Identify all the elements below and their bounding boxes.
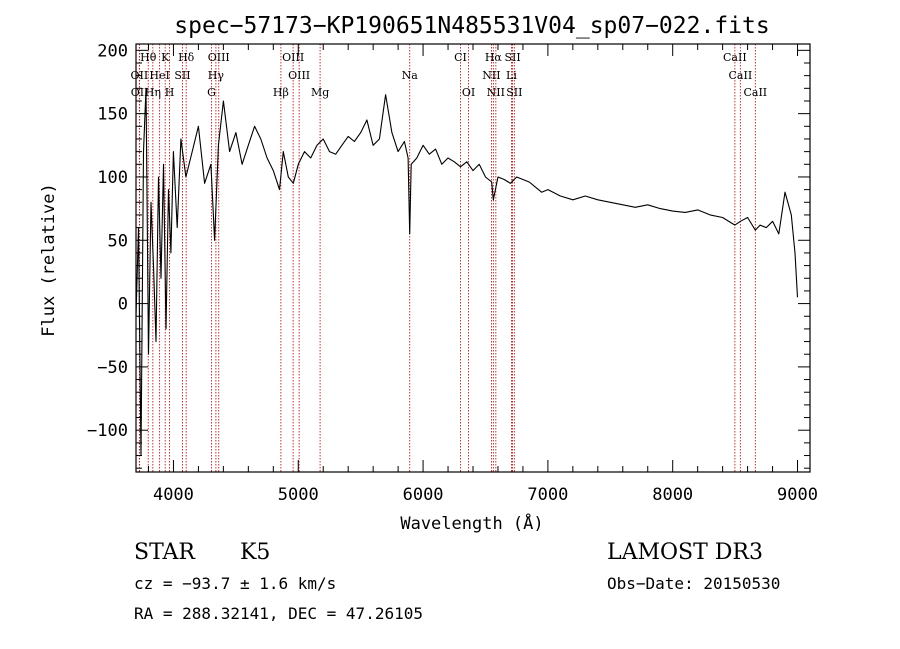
line-label: H	[165, 86, 175, 99]
chart-title: spec−57173−KP190651N485531V04_sp07−022.f…	[174, 13, 769, 39]
survey-name: LAMOST DR3	[607, 540, 763, 565]
x-tick-label: 5000	[278, 485, 319, 505]
line-label: OII	[131, 86, 149, 99]
line-label: K	[161, 51, 170, 64]
line-label: Li	[506, 69, 517, 82]
line-label: SII	[506, 86, 522, 99]
line-label: OI	[462, 86, 475, 99]
line-label: CaII	[743, 86, 767, 99]
spectrum-line	[135, 87, 799, 457]
line-label: Hδ	[178, 51, 195, 64]
x-tick-label: 6000	[403, 485, 444, 505]
coordinates: RA = 288.32141, DEC = 47.26105	[134, 604, 423, 623]
line-label: Hγ	[208, 69, 225, 82]
line-label: CaII	[729, 69, 753, 82]
x-axis-label: Wavelength (Å)	[400, 512, 543, 534]
line-label: SII	[504, 51, 520, 64]
line-label: NII	[487, 86, 505, 99]
y-tick-label: 0	[118, 295, 128, 315]
line-label: Na	[402, 69, 419, 82]
plot-frame	[135, 43, 811, 473]
y-axis-label: Flux (relative)	[39, 183, 59, 337]
line-label: Hα	[485, 51, 503, 64]
line-label: OIII	[208, 51, 230, 64]
y-tick-label: 200	[97, 41, 128, 61]
x-tick-label: 9000	[777, 485, 818, 505]
line-label: CI	[454, 51, 467, 64]
line-label: Mg	[311, 86, 329, 99]
line-label: SII	[174, 69, 190, 82]
line-label: HeI	[149, 69, 169, 82]
line-label: Hη	[145, 86, 161, 99]
x-tick-label: 7000	[527, 485, 568, 505]
line-label: NII	[482, 69, 500, 82]
y-tick-label: 150	[97, 105, 128, 125]
obs-date: Obs−Date: 20150530	[607, 574, 781, 593]
line-label: Hβ	[273, 86, 289, 99]
y-tick-label: −50	[97, 358, 128, 378]
x-tick-label: 8000	[652, 485, 693, 505]
y-tick-label: −100	[87, 421, 128, 441]
x-axis: 4000 5000 6000 7000 8000 9000	[147, 44, 818, 505]
line-label: OIII	[288, 69, 310, 82]
y-tick-label: 50	[108, 231, 128, 251]
object-subclass: K5	[240, 540, 271, 565]
y-axis: −100 −50 0 50 100 150 200	[87, 41, 810, 469]
object-class: STAR	[134, 540, 195, 565]
line-label: G	[207, 86, 216, 99]
line-markers-group	[138, 44, 756, 472]
line-label: OIII	[282, 51, 304, 64]
redshift-value: cz = −93.7 ± 1.6 km/s	[134, 574, 337, 593]
x-tick-label: 4000	[153, 485, 194, 505]
line-label: CaII	[723, 51, 747, 64]
y-tick-label: 100	[97, 168, 128, 188]
line-label: Hθ	[140, 51, 157, 64]
spectrum-chart: spec−57173−KP190651N485531V04_sp07−022.f…	[39, 13, 818, 534]
